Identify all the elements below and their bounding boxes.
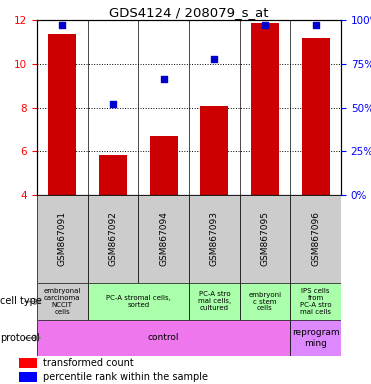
Text: PC-A stro
mal cells,
cultured: PC-A stro mal cells, cultured bbox=[198, 291, 231, 311]
Text: GSM867091: GSM867091 bbox=[58, 212, 67, 266]
Text: embryonal
carcinoma
NCCIT
cells: embryonal carcinoma NCCIT cells bbox=[44, 288, 81, 315]
Text: GSM867095: GSM867095 bbox=[260, 212, 269, 266]
Point bbox=[59, 22, 65, 28]
Bar bbox=[290, 320, 341, 356]
Text: protocol: protocol bbox=[0, 333, 40, 343]
Title: GDS4124 / 208079_s_at: GDS4124 / 208079_s_at bbox=[109, 6, 269, 19]
Bar bbox=[200, 106, 228, 195]
Bar bbox=[88, 195, 138, 283]
Bar bbox=[290, 195, 341, 283]
Point bbox=[110, 101, 116, 107]
Text: GSM867092: GSM867092 bbox=[108, 212, 118, 266]
Point bbox=[313, 22, 319, 28]
Text: PC-A stromal cells,
sorted: PC-A stromal cells, sorted bbox=[106, 295, 171, 308]
Text: GSM867096: GSM867096 bbox=[311, 212, 320, 266]
Bar bbox=[302, 38, 329, 195]
Text: reprogram
ming: reprogram ming bbox=[292, 328, 339, 348]
Bar bbox=[240, 195, 290, 283]
Bar bbox=[240, 283, 290, 320]
Point bbox=[161, 76, 167, 83]
Bar bbox=[99, 154, 127, 195]
Text: transformed count: transformed count bbox=[43, 358, 134, 368]
Point bbox=[262, 22, 268, 28]
Bar bbox=[88, 283, 189, 320]
Text: IPS cells
from
PC-A stro
mal cells: IPS cells from PC-A stro mal cells bbox=[300, 288, 331, 315]
Text: GSM867093: GSM867093 bbox=[210, 212, 219, 266]
Bar bbox=[37, 283, 88, 320]
Bar bbox=[138, 195, 189, 283]
Point bbox=[211, 55, 217, 61]
Text: embryoni
c stem
cells: embryoni c stem cells bbox=[249, 291, 282, 311]
Bar bbox=[251, 23, 279, 195]
Text: percentile rank within the sample: percentile rank within the sample bbox=[43, 372, 208, 382]
Bar bbox=[290, 283, 341, 320]
Bar bbox=[150, 136, 178, 195]
Bar bbox=[37, 195, 88, 283]
Bar bbox=[189, 283, 240, 320]
Bar bbox=[19, 358, 37, 368]
Bar bbox=[19, 372, 37, 382]
Bar bbox=[48, 34, 76, 195]
Text: GSM867094: GSM867094 bbox=[159, 212, 168, 266]
Text: control: control bbox=[148, 333, 180, 343]
Bar bbox=[37, 320, 290, 356]
Bar bbox=[189, 195, 240, 283]
Text: cell type: cell type bbox=[0, 296, 42, 306]
